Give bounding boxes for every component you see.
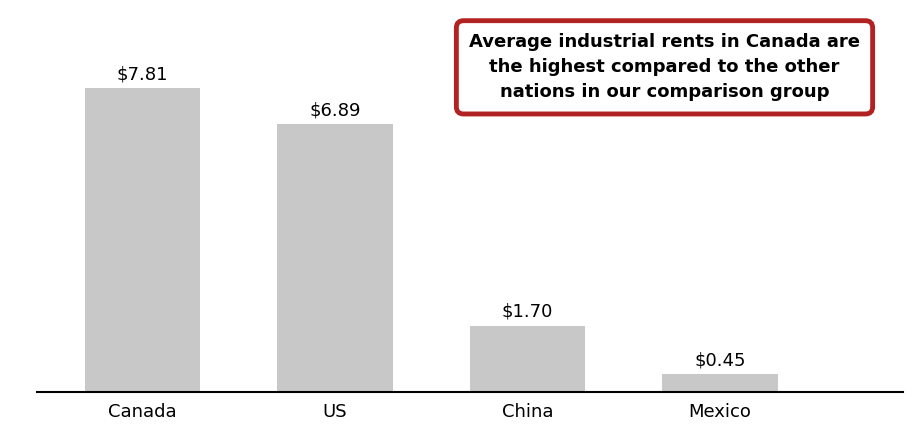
Bar [470,325,585,392]
Text: $0.45: $0.45 [694,352,746,369]
Bar [85,88,201,392]
Bar [662,374,777,392]
Text: $6.89: $6.89 [309,101,361,119]
Text: Average industrial rents in Canada are
the highest compared to the other
nations: Average industrial rents in Canada are t… [469,33,860,101]
Text: $1.70: $1.70 [502,303,554,321]
Bar [277,124,392,392]
Text: $7.81: $7.81 [117,65,169,83]
